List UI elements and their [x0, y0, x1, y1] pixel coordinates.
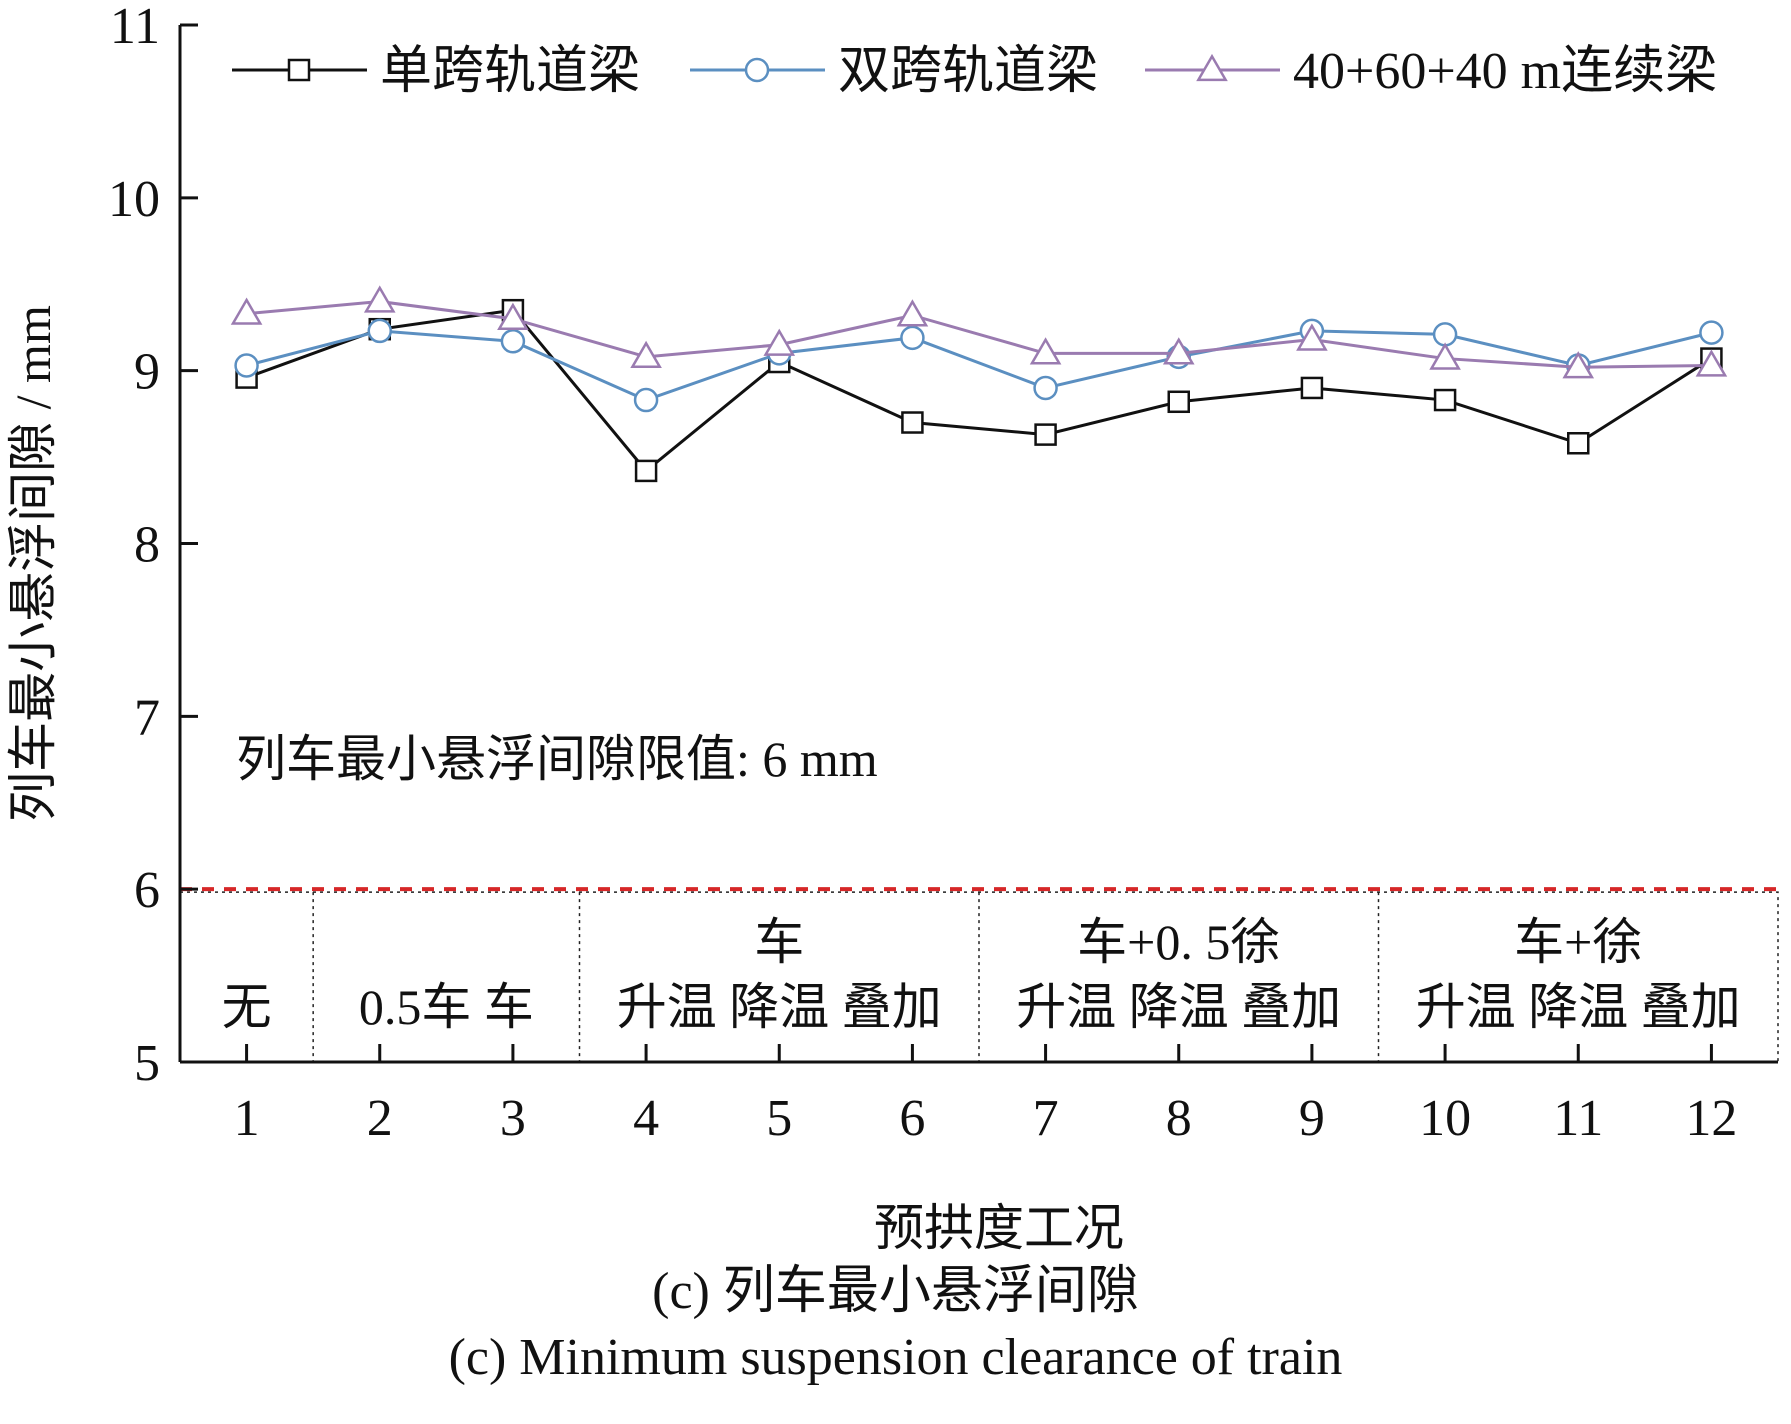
data-point — [1162, 337, 1195, 365]
data-point — [1034, 423, 1057, 446]
x-tick-label: 3 — [500, 1090, 526, 1147]
data-point — [896, 299, 929, 327]
y-tick-label: 10 — [108, 171, 160, 228]
data-point — [363, 285, 396, 313]
x-tick-label: 5 — [766, 1090, 792, 1147]
band-label-bottom: 升温 降温 叠加 — [617, 979, 942, 1035]
series-3 — [230, 285, 1728, 379]
data-point — [634, 459, 658, 483]
data-point — [230, 297, 263, 325]
data-point — [367, 318, 392, 344]
data-point — [1433, 388, 1457, 412]
series-line — [246, 308, 1713, 474]
x-tick-label: 11 — [1553, 1090, 1603, 1147]
y-tick-label: 9 — [134, 344, 160, 401]
legend-item: 双跨轨道梁 — [690, 43, 1098, 100]
data-point — [900, 325, 925, 351]
legend: 单跨轨道梁 双跨轨道梁 40+60+40 m连续梁 — [232, 43, 1717, 100]
x-tick-label: 1 — [234, 1090, 260, 1147]
x-tick-label: 12 — [1685, 1090, 1737, 1147]
data-point — [763, 328, 796, 356]
data-point — [1029, 337, 1062, 365]
data-point — [500, 329, 526, 354]
x-tick-label: 4 — [633, 1090, 659, 1147]
x-tick-label: 10 — [1419, 1090, 1471, 1147]
data-point — [1567, 432, 1590, 455]
y-tick-label: 6 — [134, 862, 160, 919]
series-group — [230, 285, 1728, 483]
data-point — [1296, 323, 1328, 351]
series-line — [246, 329, 1712, 402]
series-line — [246, 300, 1712, 369]
band-label-bottom: 0.5车 车 — [359, 979, 534, 1035]
caption-zh: (c) 列车最小悬浮间隙 — [652, 1263, 1139, 1320]
legend-item: 40+60+40 m连续梁 — [1145, 43, 1717, 100]
data-point — [1695, 349, 1728, 377]
series-2 — [234, 318, 1724, 413]
data-point — [1167, 390, 1190, 414]
data-point — [497, 302, 529, 330]
data-point — [633, 387, 659, 413]
data-point — [901, 411, 924, 434]
data-point — [1300, 376, 1324, 400]
y-tick-label: 7 — [134, 689, 160, 746]
legend-item: 单跨轨道梁 — [232, 43, 640, 100]
x-tick-label: 9 — [1299, 1090, 1325, 1147]
band-label-bottom: 无 — [222, 979, 272, 1035]
x-tick-label: 6 — [899, 1090, 925, 1147]
x-tick-label: 2 — [367, 1090, 393, 1147]
data-point — [1429, 342, 1461, 370]
series-1 — [235, 298, 1723, 483]
legend-label: 单跨轨道梁 — [380, 43, 640, 100]
x-tick-label: 8 — [1166, 1090, 1192, 1147]
y-axis-title: 列车最小悬浮间隙 / mm — [5, 305, 61, 822]
band-label-top: 车+0. 5徐 — [1077, 914, 1280, 970]
band-label-bottom: 升温 降温 叠加 — [1416, 979, 1741, 1035]
data-point — [1562, 351, 1595, 379]
band-label-bottom: 升温 降温 叠加 — [1016, 979, 1341, 1035]
legend-label: 40+60+40 m连续梁 — [1293, 43, 1717, 100]
legend-label: 双跨轨道梁 — [838, 43, 1098, 100]
caption-en: (c) Minimum suspension clearance of trai… — [448, 1329, 1343, 1386]
y-tick-label: 5 — [134, 1035, 160, 1092]
data-point — [1699, 320, 1724, 345]
limit-annotation: 列车最小悬浮间隙限值: 6 mm — [236, 731, 878, 787]
legend-marker — [1196, 53, 1228, 82]
legend-marker — [744, 57, 770, 83]
legend-marker — [287, 58, 311, 82]
x-tick-label: 7 — [1033, 1090, 1059, 1147]
y-tick-label: 8 — [134, 517, 160, 574]
data-point — [1033, 375, 1058, 401]
data-point — [234, 353, 259, 378]
y-tick-label: 11 — [110, 0, 160, 55]
data-point — [1432, 322, 1458, 347]
band-label-top: 车 — [754, 914, 804, 970]
data-point — [630, 340, 662, 368]
band-label-top: 车+徐 — [1514, 914, 1642, 970]
x-axis-title: 预拱度工况 — [874, 1200, 1124, 1256]
